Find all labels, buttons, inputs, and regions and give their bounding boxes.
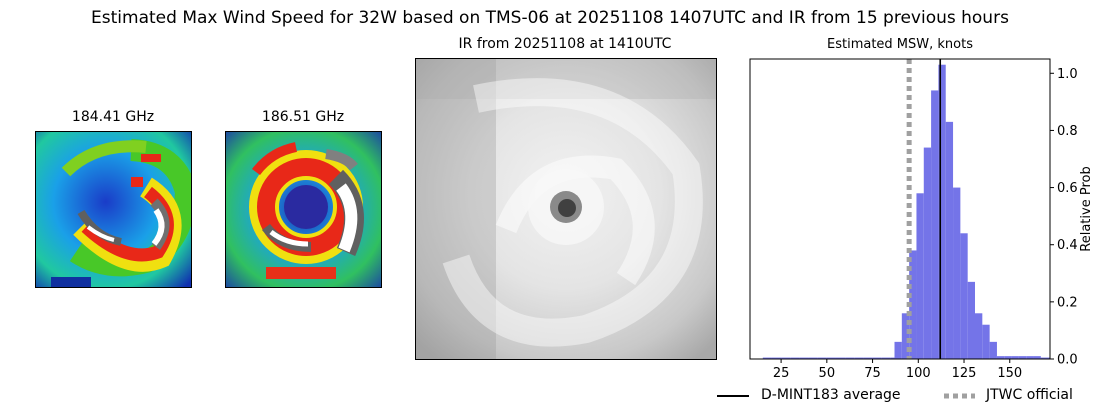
histogram-bar xyxy=(1040,357,1050,359)
histogram-bar xyxy=(817,357,827,359)
y-tick-label: 1.0 xyxy=(1057,67,1078,82)
histogram-bar xyxy=(901,313,910,359)
x-tick-label: 125 xyxy=(952,366,977,381)
mw1-title: 184.41 GHz xyxy=(71,109,155,125)
histogram-bar xyxy=(826,357,836,359)
histogram-bar xyxy=(781,357,791,359)
x-tick-label: 75 xyxy=(864,366,881,381)
y-tick-label: 0.8 xyxy=(1057,124,1078,139)
figure-title: Estimated Max Wind Speed for 32W based o… xyxy=(91,8,1009,28)
y-tick-label: 0.2 xyxy=(1057,295,1078,310)
mw2-image xyxy=(225,131,382,288)
histogram-bar xyxy=(960,233,968,359)
histogram-bar xyxy=(931,90,939,359)
x-tick-label: 100 xyxy=(906,366,931,381)
histogram-bar xyxy=(989,341,997,359)
x-axis-ticks: 25 50 75 100 125 150 xyxy=(773,359,1022,381)
histogram-bar xyxy=(953,187,961,359)
histogram-bar xyxy=(938,64,946,359)
histogram-bar xyxy=(1026,356,1034,359)
histogram-bar xyxy=(975,313,983,359)
histogram-bar xyxy=(996,356,1005,359)
x-tick-label: 150 xyxy=(997,366,1022,381)
histogram-bar xyxy=(982,324,990,359)
histogram-bar xyxy=(771,357,782,359)
legend-label-jtwc: JTWC official xyxy=(986,387,1073,403)
histogram-bar xyxy=(863,357,873,359)
y-axis-label: Relative Prob xyxy=(1079,166,1094,251)
y-axis-ticks: 0.0 0.2 0.4 0.6 0.8 1.0 xyxy=(1050,67,1078,368)
histogram-bar xyxy=(854,357,864,359)
legend-swatch-jtwc xyxy=(944,393,975,399)
ir-image xyxy=(415,58,717,360)
reference-lines xyxy=(906,59,942,359)
chart-title: Estimated MSW, knots xyxy=(827,37,973,52)
legend-label-average: D-MINT183 average xyxy=(761,387,901,403)
histogram-bar xyxy=(845,357,855,359)
histogram-bar xyxy=(1004,356,1012,359)
histogram-bar xyxy=(808,357,818,359)
histogram-bar xyxy=(872,357,882,359)
histogram-bar xyxy=(890,357,895,359)
histogram-bar xyxy=(799,357,809,359)
x-tick-label: 25 xyxy=(773,366,790,381)
histogram-bar xyxy=(945,121,954,359)
histogram-bar xyxy=(835,357,846,359)
legend-swatch-average xyxy=(717,395,749,397)
histogram-bar xyxy=(967,281,975,359)
histogram-bar xyxy=(790,357,800,359)
histogram-bar xyxy=(881,357,891,359)
plot-frame xyxy=(749,58,1051,360)
y-tick-label: 0.0 xyxy=(1057,353,1078,368)
y-tick-label: 0.6 xyxy=(1057,181,1078,196)
histogram-bar xyxy=(1018,356,1027,359)
legend: D-MINT183 average JTWC official xyxy=(716,386,1100,406)
histogram-bar xyxy=(909,250,917,359)
ir-title: IR from 20251108 at 1410UTC xyxy=(458,36,672,52)
mw1-image xyxy=(35,131,192,288)
histogram-bars xyxy=(762,64,1050,359)
mw2-title: 186.51 GHz xyxy=(261,109,345,125)
y-tick-label: 0.4 xyxy=(1057,238,1078,253)
histogram-bar xyxy=(762,357,772,359)
msw-histogram: 25 50 75 100 125 150 0.0 0.2 0.4 0.6 0.8 1.0 Relat… xyxy=(749,58,1094,381)
x-tick-label: 50 xyxy=(819,366,836,381)
histogram-bar xyxy=(916,193,924,359)
histogram-bar xyxy=(1011,356,1019,359)
histogram-bar xyxy=(923,147,932,359)
histogram-bar xyxy=(894,341,902,359)
histogram-bar xyxy=(1033,356,1041,359)
